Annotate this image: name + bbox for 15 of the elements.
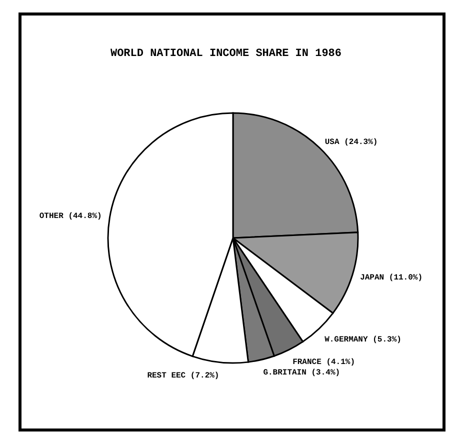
slice-label: OTHER [39,212,64,222]
data-label: (7.2%) [186,371,220,380]
slice-label: FRANCE [292,358,322,368]
slice-label: G.BRITAIN [263,368,307,378]
data-label: (4.1%) [321,358,356,368]
data-label: (24.3%) [339,138,378,147]
data-label: (44.8%) [63,212,102,222]
chart-title: WORLD NATIONAL INCOME SHARE IN 1986 [110,48,342,60]
data-label: (3.4%) [306,368,340,378]
slice-label: USA [324,138,340,147]
data-label: (11.0%) [384,273,423,282]
slice-label: JAPAN [360,273,384,282]
data-label: (5.3%) [368,336,402,345]
slice-label: REST EEC [147,371,186,380]
slice-label: W.GERMANY [324,336,368,345]
